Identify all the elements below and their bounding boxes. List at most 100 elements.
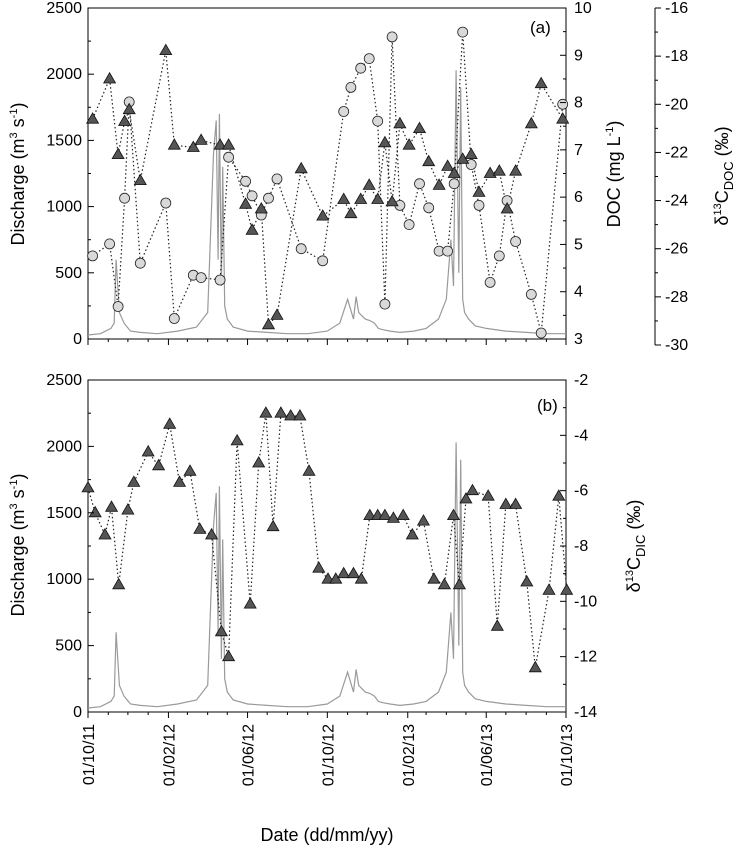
d13c-doc-point (484, 276, 496, 288)
d13c-dic-point (499, 497, 513, 509)
doc-tick-label: 7 (574, 142, 583, 159)
doc-point (222, 138, 236, 150)
d13c-dic-point (437, 577, 451, 590)
dic-tick-label: -4 (574, 427, 588, 444)
x-tick-label: 01/06/12 (241, 724, 258, 786)
panel-b-x-ticks (87, 712, 567, 718)
doc-point (159, 43, 173, 55)
doc-point (402, 138, 416, 150)
d13c-doc-point (263, 192, 274, 204)
d13c-dic-point (163, 417, 177, 429)
d13c-doc-point (119, 192, 130, 204)
d13c-dic-point (481, 489, 495, 501)
x-tick-label: 01/06/13 (479, 724, 496, 786)
x-tick-label: 01/10/13 (559, 724, 576, 786)
doc-point (509, 164, 523, 176)
d13c-dic-point (346, 566, 361, 579)
x-tick-label: 01/10/12 (320, 724, 337, 786)
doc-tick-label: 3 (574, 331, 583, 348)
doc-point (393, 116, 407, 129)
y-tick-label: 500 (55, 265, 82, 282)
d13c-doc-point (557, 98, 569, 110)
doc-point (270, 308, 284, 320)
d13c-dic-point (312, 561, 326, 573)
doc-point (239, 197, 253, 209)
d13c-dic-point (81, 480, 95, 493)
d13c-dic-point (405, 527, 419, 540)
d13c-doc-tick-label: -28 (665, 289, 688, 306)
dic-tick-label: -6 (574, 483, 588, 500)
doc-point (344, 206, 358, 219)
doc-point (556, 112, 570, 124)
doc-point (254, 202, 268, 214)
doc-tick-label: 4 (574, 284, 583, 301)
doc-point (294, 161, 308, 174)
doc-point (316, 209, 330, 221)
y-tick-label: 0 (73, 331, 82, 348)
d13c-dic-point (293, 409, 307, 421)
d13c-dic-point (230, 433, 244, 446)
d13c-dic-point (459, 491, 473, 504)
panel-a-doc-axis: 3 4 5 6 7 8 9 10 (560, 0, 592, 348)
d13c-doc-point (223, 151, 235, 163)
d13c-doc-point (168, 313, 180, 324)
d13c-doc-point (442, 245, 454, 257)
d13c-doc-point (386, 31, 398, 43)
doc-point (534, 76, 548, 89)
d13c-doc-point (448, 178, 460, 190)
d13c-dic-point (259, 406, 273, 418)
d13c-dic-point (222, 649, 236, 662)
d13c-doc-point (363, 53, 375, 64)
d13c-dic-point (354, 572, 368, 584)
panel-a-dotted-lines (92, 32, 564, 334)
d13c-dic-point (396, 508, 410, 520)
d13c-doc-tick-label: -20 (665, 96, 688, 113)
d13c-doc-point (355, 62, 367, 74)
doc-point (118, 114, 132, 126)
panel-b-label: (b) (537, 396, 558, 415)
d13c-doc-point (457, 26, 469, 38)
d13c-dic-point (542, 583, 556, 595)
doc-point (86, 112, 100, 124)
d13c-doc-point (423, 202, 435, 214)
d13c-dic-point (386, 511, 400, 523)
y-tick-label: 2500 (46, 0, 82, 17)
doc-point (371, 192, 385, 204)
doc-point (111, 147, 125, 160)
doc-point (261, 317, 276, 330)
doc-tick-label: 5 (574, 236, 583, 253)
d13c-doc-point (493, 250, 505, 262)
d13c-doc-line (92, 32, 564, 334)
doc-point (378, 135, 392, 148)
d13c-doc-point (134, 257, 146, 269)
d13c-dic-point (266, 519, 280, 532)
d13c-dic-point (302, 464, 316, 476)
d13c-dic-point (452, 577, 466, 590)
d13c-doc-tick-label: -18 (665, 48, 688, 65)
d13c-doc-point (535, 327, 547, 339)
doc-point (337, 192, 351, 204)
panel-b: 0 500 1000 1500 2000 2500 -14 -12 -10 -8 -6 -4 -2 (… (8, 372, 648, 721)
d13c-doc-point (317, 255, 329, 267)
d13c-doc-tick-label: -26 (665, 241, 688, 258)
doc-point (422, 154, 436, 167)
d13c-doc-point (465, 159, 477, 170)
dic-tick-label: -14 (574, 704, 597, 721)
x-tick-label: 01/02/12 (161, 724, 178, 786)
d13c-dic-point (98, 527, 112, 540)
doc-point (432, 178, 446, 190)
d13c-dic-point (465, 483, 480, 496)
panel-a-left-axis: 0 500 1000 1500 2000 2500 (46, 0, 94, 348)
d13c-dic-point (152, 458, 166, 471)
panel-b-frame (87, 379, 567, 713)
d13c-dic-point (183, 464, 197, 476)
d13c-dic-point (378, 508, 392, 520)
d13c-doc-point (473, 199, 485, 211)
d13c-dic-point (490, 619, 504, 631)
doc-tick-label: 10 (574, 0, 592, 17)
d13c-doc-point (414, 178, 425, 190)
d13c-dic-point (112, 577, 126, 590)
d13c-doc-point (403, 219, 415, 231)
d13c-dic-point (193, 522, 207, 534)
